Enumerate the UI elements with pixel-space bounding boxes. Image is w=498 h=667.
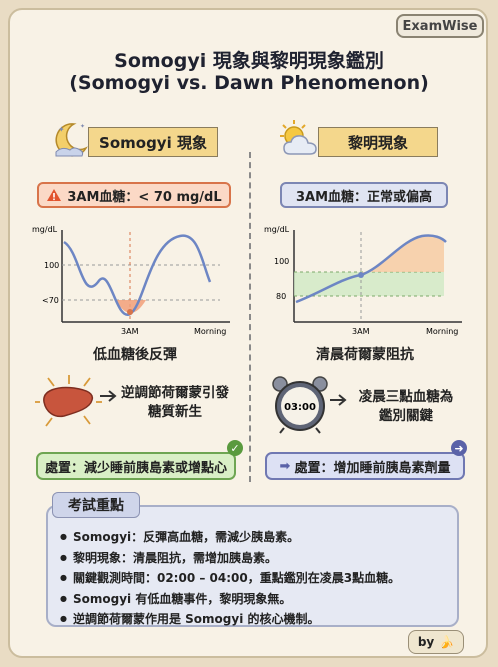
exam-points-title: 考試重點 — [52, 492, 140, 518]
exam-point: Somogyi 有低血糖事件，黎明現象無。 — [60, 589, 400, 610]
center-divider — [249, 152, 251, 482]
brand-badge: ExamWise — [396, 14, 484, 38]
arrow-right-icon — [100, 390, 117, 402]
y-axis-label: mg/dL — [264, 225, 290, 234]
liver-icon — [35, 375, 102, 427]
somogyi-mechanism-line1: 逆調節荷爾蒙引發 — [121, 385, 229, 401]
somogyi-glucose-chart: mg/dL 100 <70 3AM Morning — [32, 225, 230, 336]
y-axis-label: mg/dL — [32, 225, 58, 234]
dawn-key-point-line1: 凌晨三點血糖為 — [358, 389, 454, 405]
glucose-curve — [63, 234, 212, 316]
exam-point: 逆調節荷爾蒙作用是 Somogyi 的核心機制。 — [60, 609, 400, 630]
tick-100: 100 — [44, 261, 59, 270]
svg-text:✦: ✦ — [58, 125, 65, 134]
dawn-3am-alert: 3AM血糖：正常或偏高 — [280, 182, 448, 208]
exam-point: Somogyi：反彈高血糖，需減少胰島素。 — [60, 527, 400, 548]
exam-point: 黎明現象：清晨阻抗，需增加胰島素。 — [60, 548, 400, 569]
somogyi-treatment: 處置：減少睡前胰島素或增點心 — [36, 452, 236, 480]
dawn-treatment: ➡ 處置：增加睡前胰島素劑量 — [265, 452, 465, 480]
tick-80: 80 — [276, 292, 286, 301]
arrow-badge-icon: ➜ — [451, 440, 467, 456]
alarm-clock-icon: 03:00 — [272, 376, 328, 434]
dawn-glucose-chart: mg/dL 100 80 3AM Morning — [264, 225, 462, 336]
somogyi-3am-alert-text: 3AM血糖：< 70 mg/dL — [67, 189, 222, 205]
dawn-heading: 黎明現象 — [318, 127, 438, 157]
x-label-3am: 3AM — [352, 327, 370, 336]
svg-text:✦: ✦ — [80, 123, 85, 130]
dawn-caption: 清晨荷爾蒙阻抗 — [316, 347, 414, 363]
exam-points-box: Somogyi：反彈高血糖，需減少胰島素。 黎明現象：清晨阻抗，需增加胰島素。 … — [46, 505, 459, 627]
moon-icon: ✦ ✦ — [55, 123, 88, 157]
dawn-treatment-text: 處置：增加睡前胰島素劑量 — [294, 460, 451, 476]
dawn-key-point: 凌晨三點血糖為 鑑別關鍵 — [346, 388, 466, 426]
arrow-right-icon — [330, 394, 347, 406]
somogyi-3am-alert: 3AM血糖：< 70 mg/dL — [37, 182, 231, 208]
check-icon: ✓ — [227, 440, 243, 456]
page-title: Somogyi 現象與黎明現象鑑別 — [114, 50, 384, 72]
sun-cloud-icon — [280, 120, 317, 155]
warning-icon — [46, 188, 62, 202]
somogyi-mechanism: 逆調節荷爾蒙引發 糖質新生 — [110, 384, 240, 422]
x-label-morning: Morning — [426, 327, 458, 336]
dawn-key-point-line2: 鑑別關鍵 — [379, 408, 433, 424]
x-label-3am: 3AM — [121, 327, 139, 336]
exam-points-list: Somogyi：反彈高血糖，需減少胰島素。 黎明現象：清晨阻抗，需增加胰島素。 … — [60, 527, 400, 630]
clock-time: 03:00 — [284, 402, 316, 413]
glucose-curve — [295, 234, 447, 304]
by-badge: by 🍌 — [408, 630, 464, 654]
somogyi-caption: 低血糖後反彈 — [93, 347, 177, 363]
x-label-morning: Morning — [194, 327, 226, 336]
arrow-bullet-icon: ➡ — [279, 458, 291, 474]
somogyi-heading: Somogyi 現象 — [88, 127, 218, 157]
tick-70: <70 — [42, 296, 59, 305]
page-subtitle: (Somogyi vs. Dawn Phenomenon) — [69, 72, 429, 94]
banana-icon: 🍌 — [439, 635, 455, 649]
tick-100: 100 — [274, 257, 289, 266]
exam-point: 關鍵觀測時間：02:00 – 04:00，重點鑑別在凌晨3點血糖。 — [60, 568, 400, 589]
somogyi-mechanism-line2: 糖質新生 — [148, 404, 202, 420]
by-label: by — [417, 635, 435, 649]
